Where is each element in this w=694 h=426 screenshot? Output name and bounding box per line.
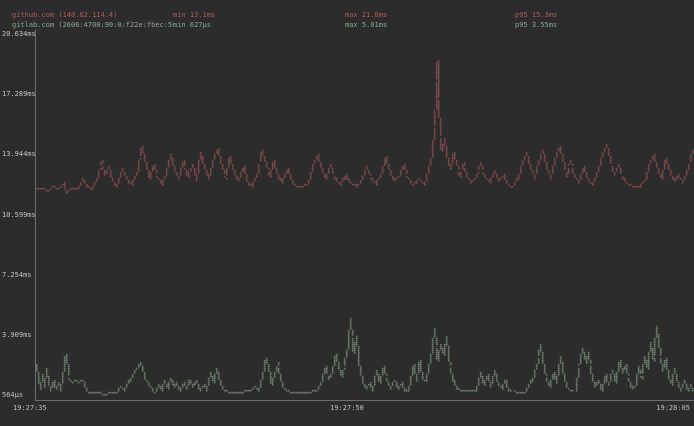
x-axis-label-end: 19:28:05 bbox=[656, 404, 690, 412]
latency-chart-plot bbox=[36, 30, 694, 402]
stat-min-gitlab: min 627µs bbox=[173, 21, 211, 29]
y-axis-label: 10.599ms bbox=[2, 211, 36, 219]
y-axis-label: 13.944ms bbox=[2, 150, 36, 158]
stat-min-github: min 13.1ms bbox=[173, 11, 216, 19]
stat-p95-github: p95 15.3ms bbox=[515, 11, 558, 19]
y-axis-label: 17.289ms bbox=[2, 90, 36, 98]
stat-max-github: max 21.0ms bbox=[345, 11, 388, 19]
y-axis-label: 3.909ms bbox=[2, 331, 32, 339]
y-axis-label: 20.634ms bbox=[2, 30, 36, 38]
stat-max-gitlab: max 5.01ms bbox=[345, 21, 388, 29]
x-axis-label-mid: 19:27:50 bbox=[330, 404, 364, 412]
host-label-github: github.com (140.82.114.4) bbox=[12, 11, 118, 19]
y-axis-line bbox=[35, 30, 36, 401]
stat-p95-gitlab: p95 3.55ms bbox=[515, 21, 558, 29]
y-axis-label: 564µs bbox=[2, 391, 24, 399]
y-axis-label: 7.254ms bbox=[2, 271, 32, 279]
host-label-gitlab: gitlab.com (2606:4700:90:0:f22e:fbec:5be… bbox=[12, 21, 173, 29]
x-axis-label-start: 19:27:35 bbox=[13, 404, 47, 412]
